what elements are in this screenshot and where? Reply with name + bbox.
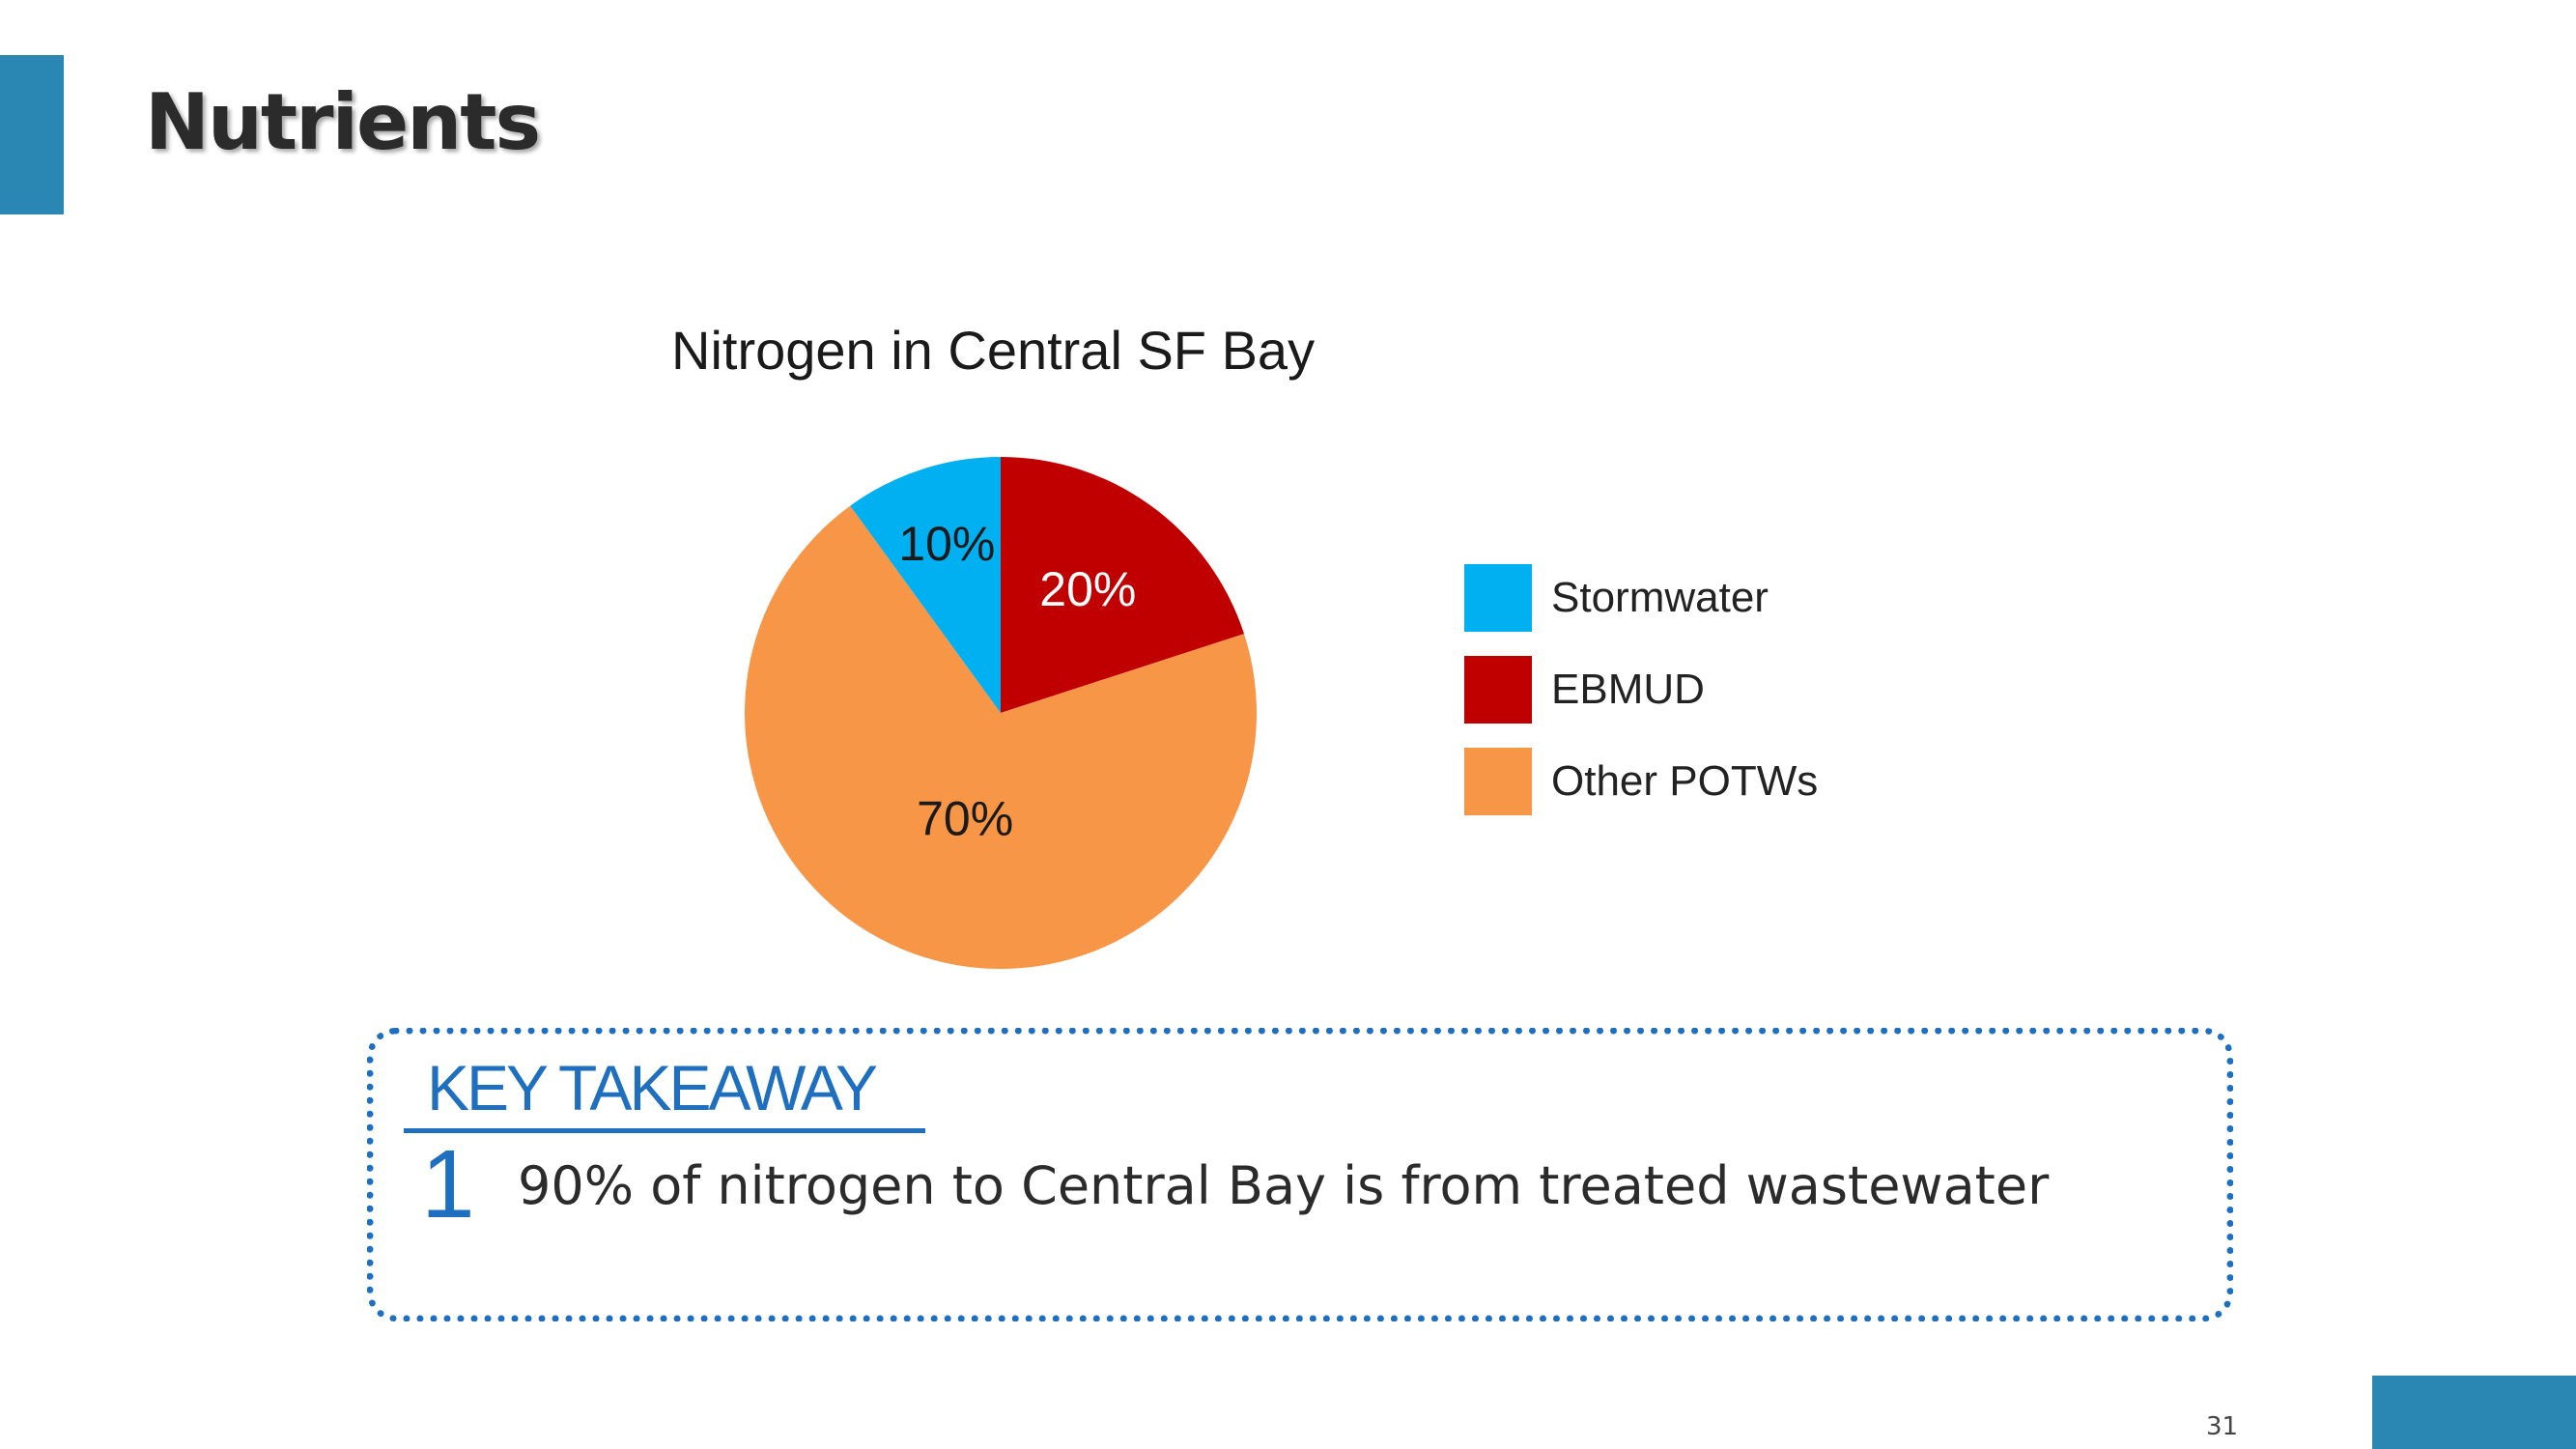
key-takeaway-number: 1 — [421, 1130, 475, 1238]
accent-bar-left — [0, 55, 64, 214]
pie-chart: 20% 70% 10% — [745, 457, 1257, 969]
legend-item-ebmud: EBMUD — [1464, 656, 1818, 724]
pie-slice-other-potws — [745, 505, 1257, 969]
legend-swatch-ebmud — [1464, 656, 1532, 724]
accent-bar-bottom — [2372, 1376, 2576, 1449]
legend-swatch-stormwater — [1464, 564, 1532, 632]
key-takeaway-heading: KEY TAKEAWAY — [404, 1051, 925, 1133]
chart-title: Nitrogen in Central SF Bay — [671, 320, 1316, 381]
slide-title: Nutrients — [145, 77, 541, 167]
pie-label-stormwater: 10% — [898, 517, 995, 571]
key-takeaway-text: 90% of nitrogen to Central Bay is from t… — [518, 1155, 2050, 1216]
page-number: 31 — [2206, 1412, 2239, 1441]
pie-label-other-potws: 70% — [917, 792, 1013, 846]
legend-swatch-other-potws — [1464, 748, 1532, 815]
legend-item-stormwater: Stormwater — [1464, 564, 1818, 632]
pie-slice-ebmud — [1001, 457, 1245, 713]
pie-label-ebmud: 20% — [1039, 562, 1136, 616]
legend-label-stormwater: Stormwater — [1551, 574, 1769, 621]
legend-label-ebmud: EBMUD — [1551, 666, 1705, 713]
legend-item-other-potws: Other POTWs — [1464, 748, 1818, 815]
key-takeaway-box — [367, 1028, 2233, 1321]
legend-label-other-potws: Other POTWs — [1551, 757, 1819, 805]
pie-slice-stormwater — [850, 457, 1001, 713]
chart-legend: Stormwater EBMUD Other POTWs — [1464, 564, 1818, 839]
